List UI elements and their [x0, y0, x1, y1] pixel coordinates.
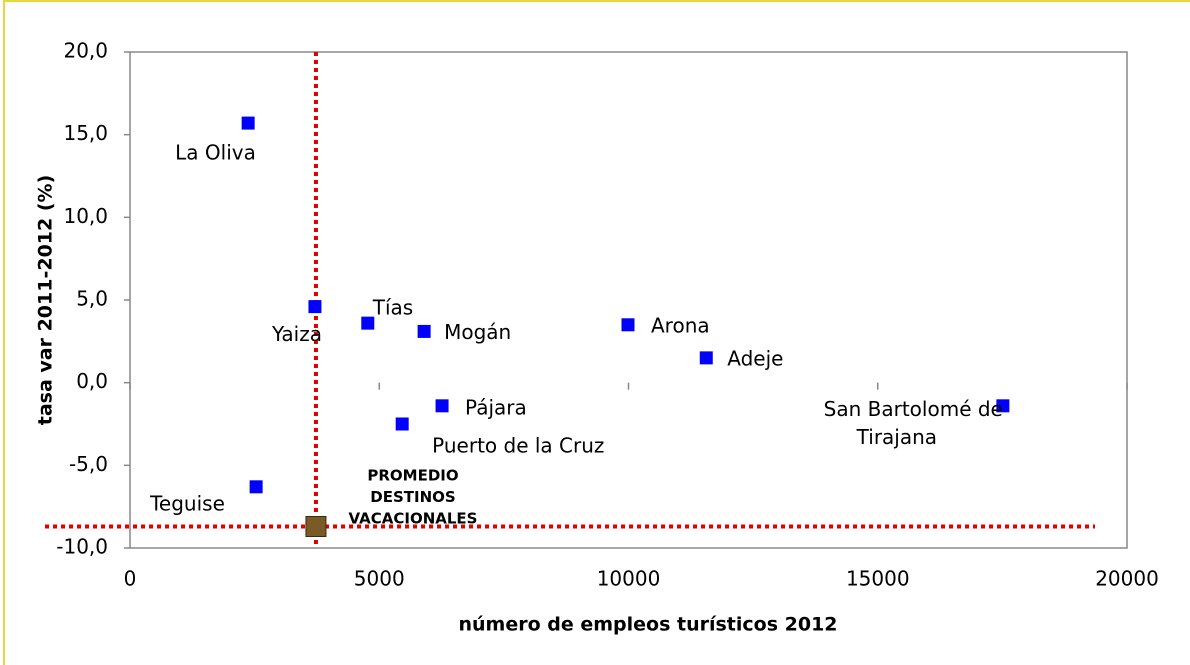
point-label: Mogán [444, 320, 511, 344]
y-tick-label: -10,0 [56, 535, 108, 559]
point-label: Tías [372, 296, 413, 320]
average-point [305, 516, 327, 538]
y-tick-label: 0,0 [76, 369, 108, 393]
point [699, 351, 713, 365]
y-tick-label: 10,0 [63, 204, 108, 228]
x-tick-label: 20000 [1095, 567, 1159, 591]
label-line: Tirajana [856, 424, 937, 448]
point [308, 300, 322, 314]
x-tick-label: 10000 [597, 567, 661, 591]
point [249, 480, 263, 494]
point-label: Pájara [465, 395, 527, 419]
point [361, 316, 375, 330]
point-label: La Oliva [175, 141, 256, 165]
point-label: San Bartolomé de Tirajana [824, 396, 1003, 448]
y-tick-label: 15,0 [63, 121, 108, 145]
average-label: DESTINOS [370, 488, 455, 506]
point [417, 324, 431, 338]
x-tick-label: 15000 [846, 567, 910, 591]
x-axis-label: número de empleos turísticos 2012 [458, 614, 837, 636]
average-label: VACACIONALES [349, 510, 478, 528]
label-line: San Bartolomé de [824, 396, 1003, 420]
point-label: Teguise [149, 491, 225, 515]
point-label: Adeje [727, 346, 783, 370]
average-label: PROMEDIO [367, 467, 458, 485]
point-label: Puerto de la Cruz [432, 434, 604, 458]
y-tick-label: -5,0 [69, 452, 108, 476]
point [241, 116, 255, 130]
point [621, 318, 635, 332]
point-label: Yaiza [271, 322, 322, 346]
x-tick-label: 5000 [354, 567, 405, 591]
y-tick-label: 20,0 [63, 39, 108, 63]
point [996, 399, 1010, 413]
y-tick-label: 5,0 [76, 287, 108, 311]
point [435, 399, 449, 413]
x-tick-label: 0 [124, 567, 137, 591]
point [395, 417, 409, 431]
point-label: Arona [651, 313, 710, 337]
plot-area [129, 51, 1128, 549]
y-axis-label: tasa var 2011-2012 (%) [35, 175, 57, 426]
